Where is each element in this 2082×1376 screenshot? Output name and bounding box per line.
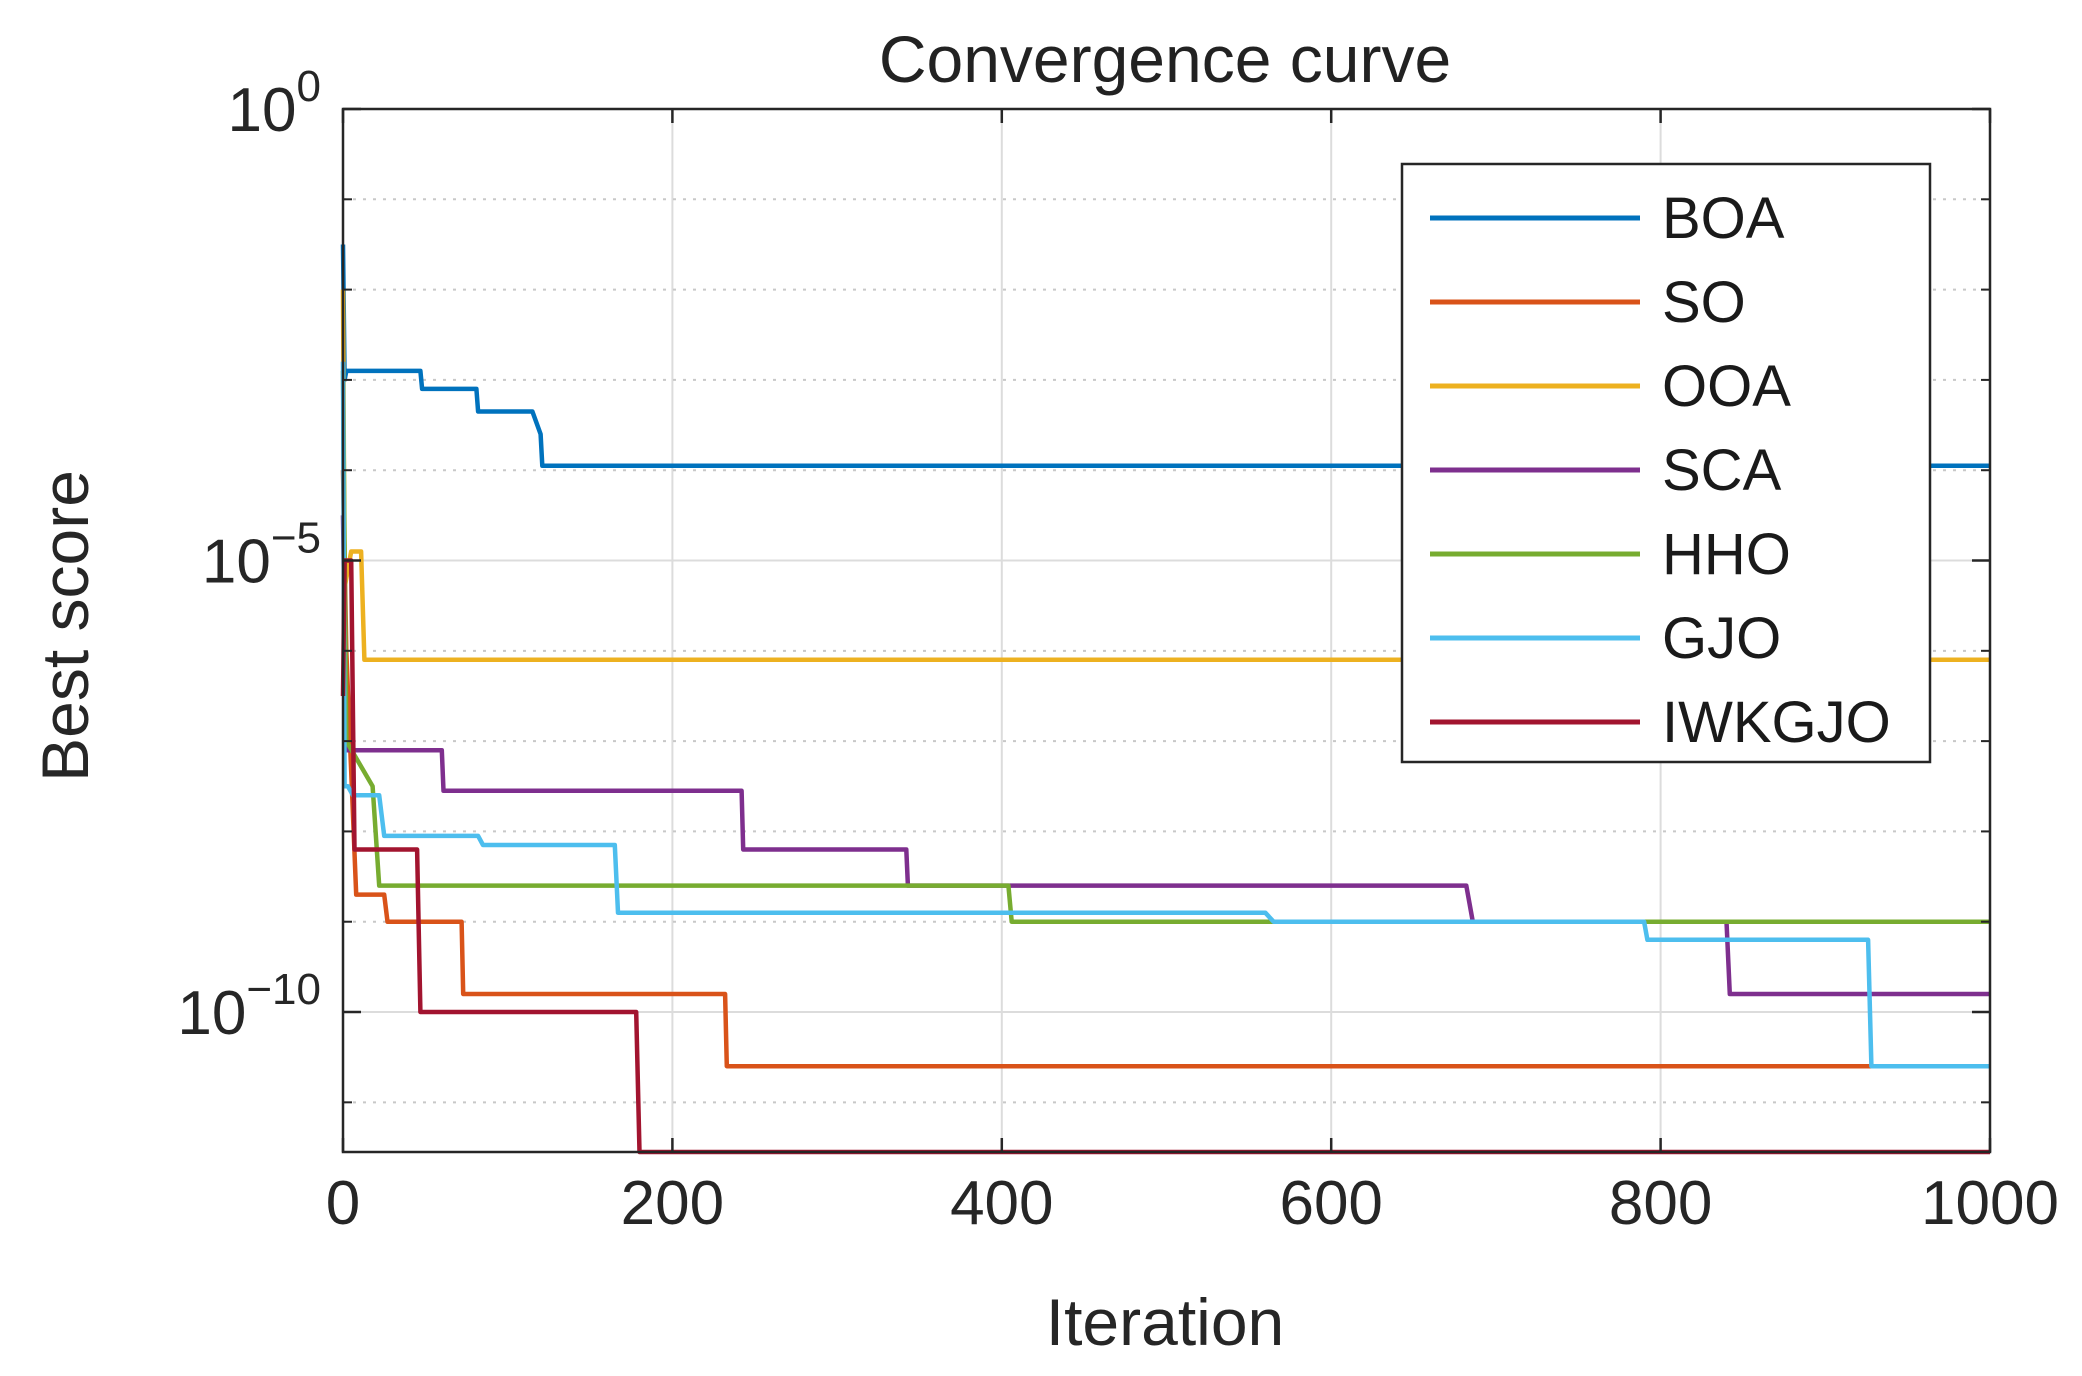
x-axis-label: Iteration <box>1046 1285 1284 1359</box>
legend-label-ooa: OOA <box>1662 354 1791 419</box>
legend-label-iwkgjo: IWKGJO <box>1662 690 1891 755</box>
series-line-so <box>340 470 1990 1069</box>
x-tick-label: 0 <box>326 1169 360 1238</box>
y-tick-label: 100 <box>228 62 321 145</box>
chart-title: Convergence curve <box>879 22 1451 96</box>
series-line-boa <box>340 244 1990 468</box>
y-tick-label: 10−5 <box>202 514 321 597</box>
legend-label-so: SO <box>1662 270 1746 335</box>
legend-label-hho: HHO <box>1662 522 1791 587</box>
legend-label-sca: SCA <box>1662 438 1782 503</box>
y-tick-label: 10−10 <box>177 965 321 1048</box>
y-tick-labels: 100 10−5 10−10 <box>177 62 321 1048</box>
x-tick-labels: 0 200 400 600 800 1000 <box>326 1169 2059 1238</box>
x-tick-label: 1000 <box>1921 1169 2059 1238</box>
series-line-gjo <box>340 361 1990 1069</box>
legend: BOA SO OOA SCA HHO GJO IWKGJO <box>1400 162 1932 764</box>
tick-marks <box>341 107 1992 1152</box>
legend-label-gjo: GJO <box>1662 606 1781 671</box>
y-axis-label: Best score <box>28 470 102 782</box>
axes-frame <box>341 107 1992 1154</box>
x-tick-label: 400 <box>950 1169 1053 1238</box>
x-tick-label: 800 <box>1609 1169 1712 1238</box>
x-tick-label: 200 <box>621 1169 724 1238</box>
legend-box <box>1400 162 1932 764</box>
legend-label-boa: BOA <box>1662 186 1785 251</box>
x-tick-label: 600 <box>1279 1169 1382 1238</box>
